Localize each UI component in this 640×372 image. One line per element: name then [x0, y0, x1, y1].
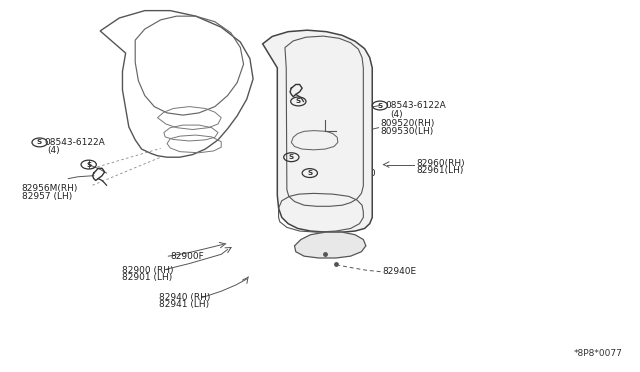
Text: 82956M(RH): 82956M(RH)	[22, 185, 78, 193]
Text: 82900F: 82900F	[170, 252, 204, 262]
Text: (4): (4)	[47, 147, 60, 155]
Text: 82940 (RH): 82940 (RH)	[159, 293, 211, 302]
Polygon shape	[294, 232, 366, 258]
Text: 82940E: 82940E	[383, 267, 417, 276]
Text: 809520(RH): 809520(RH)	[380, 119, 435, 128]
Polygon shape	[262, 30, 372, 232]
Text: 08510-41000: 08510-41000	[315, 169, 376, 177]
Text: S: S	[86, 161, 92, 167]
Text: S: S	[289, 154, 294, 160]
Text: (4): (4)	[390, 109, 403, 119]
Text: S: S	[307, 170, 312, 176]
Text: 08543-6122A: 08543-6122A	[45, 138, 106, 147]
Text: (1): (1)	[320, 177, 333, 186]
Text: 82957 (LH): 82957 (LH)	[22, 192, 72, 201]
Text: S: S	[37, 140, 42, 145]
Text: 82900 (RH): 82900 (RH)	[122, 266, 174, 275]
Text: 82950F: 82950F	[332, 186, 365, 195]
Text: 08543-6122A: 08543-6122A	[385, 101, 445, 110]
Text: 82901 (LH): 82901 (LH)	[122, 273, 173, 282]
Text: *8P8*0077: *8P8*0077	[574, 349, 623, 358]
Text: 82900FA: 82900FA	[332, 160, 371, 169]
Text: 82941 (LH): 82941 (LH)	[159, 300, 209, 310]
Text: 809530(LH): 809530(LH)	[380, 127, 433, 136]
Text: S: S	[377, 103, 383, 109]
Text: 82940E: 82940E	[332, 195, 365, 203]
Text: S: S	[296, 99, 301, 105]
Text: 82960(RH): 82960(RH)	[417, 158, 465, 168]
Text: 82961(LH): 82961(LH)	[417, 166, 464, 175]
